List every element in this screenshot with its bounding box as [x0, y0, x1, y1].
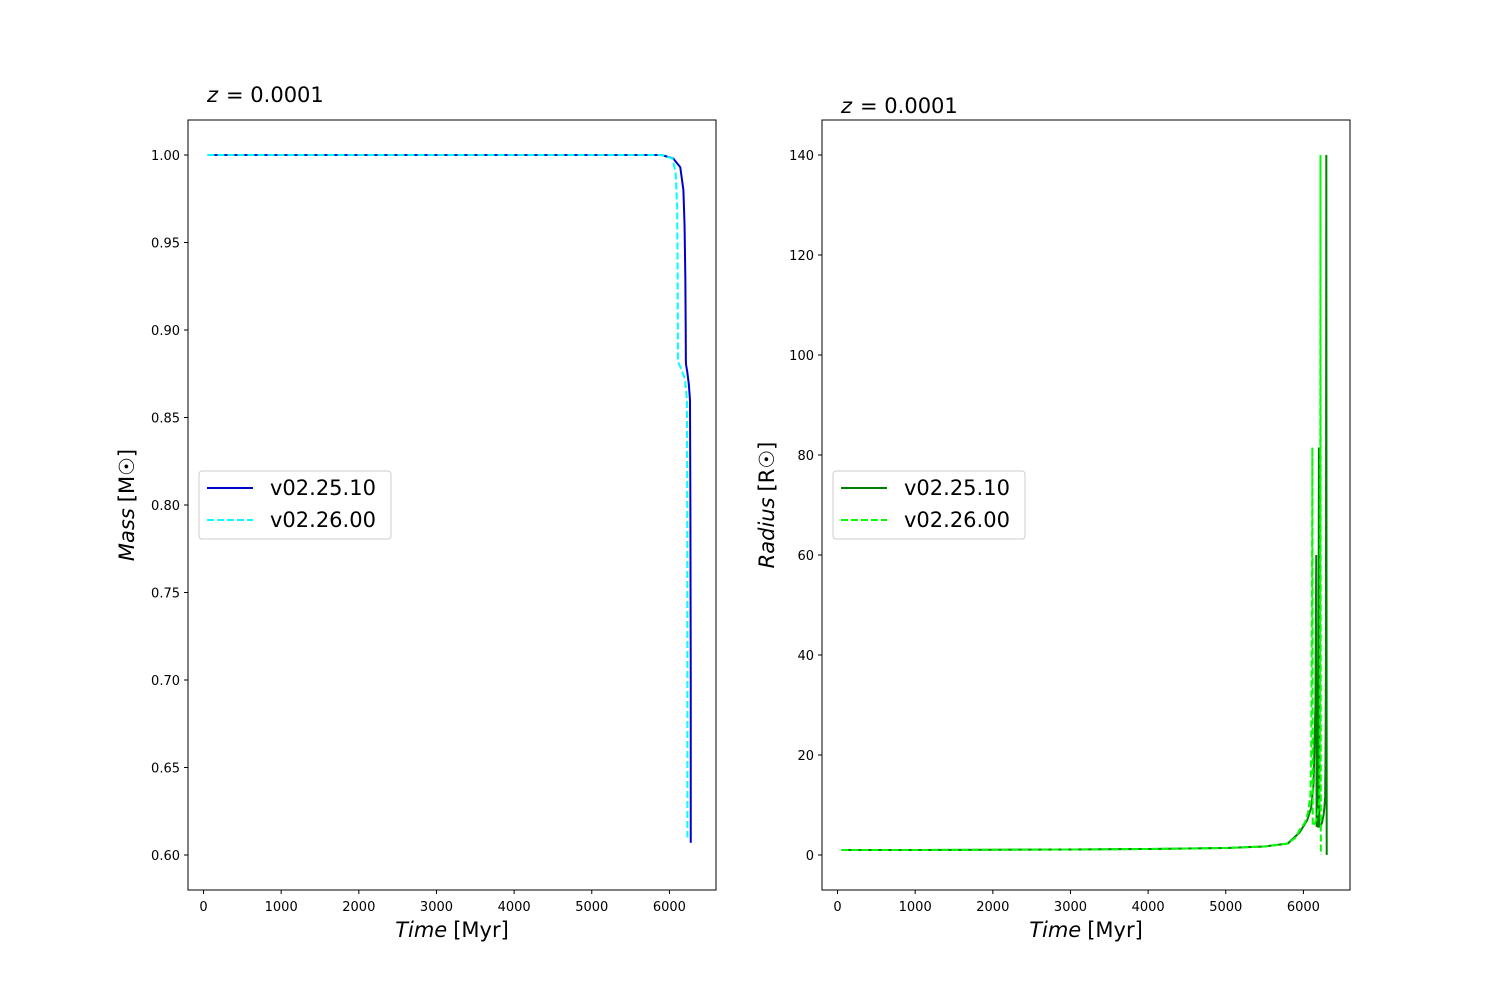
radius-y-tick-label: 0: [806, 849, 814, 864]
mass-y-tick-label: 0.95: [151, 237, 180, 252]
mass-legend-label-v02-26-00: v02.26.00: [270, 508, 376, 532]
mass-y-tick-label: 0.90: [151, 324, 180, 339]
radius-x-tick-label: 4000: [1132, 900, 1165, 915]
radius-series-v02-26-00-line: [841, 154, 1322, 855]
mass-x-axis: 0 1000 2000 3000 4000 5000 6000: [199, 890, 686, 915]
mass-x-tick-label: 1000: [265, 900, 298, 915]
mass-y-tick-label: 1.00: [151, 149, 180, 164]
radius-x-axis: 0 1000 2000 3000 4000 5000 6000: [833, 890, 1320, 915]
radius-y-tick-label: 60: [797, 549, 814, 564]
mass-x-axis-label: Time [Myr]: [395, 918, 509, 942]
radius-x-tick-label: 5000: [1209, 900, 1242, 915]
radius-x-axis-label: Time [Myr]: [1029, 918, 1143, 942]
radius-panel-title: z = 0.0001: [840, 94, 958, 118]
radius-x-tick-label: 1000: [899, 900, 932, 915]
radius-x-tick-label: 6000: [1287, 900, 1320, 915]
radius-x-tick-label: 3000: [1054, 900, 1087, 915]
radius-y-tick-label: 40: [797, 649, 814, 664]
mass-plot-lines: [207, 154, 692, 843]
mass-panel: z = 0.0001 0 1000 2000 3000 4000 5000 6000 0.60…: [115, 83, 717, 942]
radius-plot-frame: [821, 119, 1351, 891]
mass-series-v02-25-10-line: [207, 154, 692, 843]
mass-y-tick-label: 0.70: [151, 674, 180, 689]
mass-x-tick-label: 0: [199, 900, 207, 915]
radius-x-tick-label: 2000: [976, 900, 1009, 915]
mass-y-tick-label: 0.85: [151, 412, 180, 427]
radius-y-tick-label: 20: [797, 749, 814, 764]
radius-y-axis: 0 20 40 60 80 100 120 140: [789, 149, 822, 864]
mass-x-tick-label: 2000: [342, 900, 375, 915]
mass-y-tick-label: 0.75: [151, 587, 180, 602]
mass-legend: v02.25.10 v02.26.00: [198, 470, 392, 540]
radius-y-tick-label: 80: [797, 449, 814, 464]
mass-legend-label-v02-25-10: v02.25.10: [270, 476, 376, 500]
radius-legend-label-v02-26-00: v02.26.00: [904, 508, 1010, 532]
mass-y-tick-label: 0.65: [151, 762, 180, 777]
mass-panel-title: z = 0.0001: [206, 83, 324, 107]
radius-legend-label-v02-25-10: v02.25.10: [904, 476, 1010, 500]
mass-x-tick-label: 3000: [420, 900, 453, 915]
mass-x-tick-label: 4000: [498, 900, 531, 915]
mass-y-tick-label: 0.60: [151, 849, 180, 864]
radius-plot-lines: [841, 154, 1328, 855]
mass-x-tick-label: 6000: [653, 900, 686, 915]
radius-panel: z = 0.0001 0 1000 2000 3000 4000 5000 6000 0 20 4…: [755, 94, 1351, 942]
mass-y-axis: 0.60 0.65 0.70 0.75 0.80 0.85 0.90 0.95 1.00: [151, 149, 188, 864]
mass-series-v02-26-00-line: [207, 154, 689, 838]
radius-x-tick-label: 0: [833, 900, 841, 915]
radius-y-tick-label: 140: [789, 149, 814, 164]
radius-y-tick-label: 100: [789, 349, 814, 364]
radius-legend: v02.25.10 v02.26.00: [832, 470, 1026, 540]
mass-y-axis-label: Mass[M☉]: [115, 449, 139, 561]
mass-x-tick-label: 5000: [575, 900, 608, 915]
radius-y-tick-label: 120: [789, 249, 814, 264]
radius-y-axis-label: Radius[R☉]: [755, 442, 779, 569]
mass-y-tick-label: 0.80: [151, 499, 180, 514]
